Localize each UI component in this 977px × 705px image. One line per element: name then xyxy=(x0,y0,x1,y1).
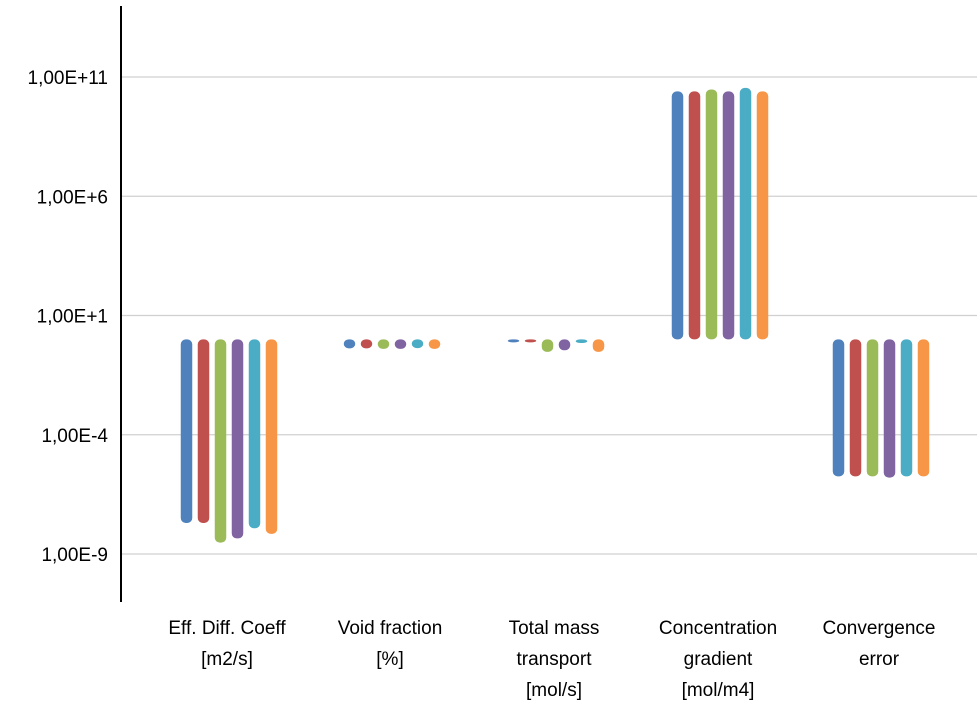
bar xyxy=(197,339,210,523)
bar xyxy=(507,339,520,343)
bar xyxy=(524,339,537,343)
y-tick-label: 1,00E+11 xyxy=(28,68,108,89)
y-tick-label: 1,00E-9 xyxy=(41,545,108,566)
x-category-label-line: [mol/m4] xyxy=(682,680,755,701)
x-category-label-line: Eff. Diff. Coeff xyxy=(168,618,286,639)
x-category-label: Concentration gradient [mol/m4] xyxy=(659,618,777,701)
x-category-label: Total mass transport [mol/s] xyxy=(509,618,600,701)
x-category-label-line: [%] xyxy=(376,649,403,670)
x-category-label-line: [m2/s] xyxy=(201,649,253,670)
bars xyxy=(180,87,930,543)
x-category-label-line: Convergence xyxy=(822,618,935,639)
bar xyxy=(265,339,278,534)
bar xyxy=(739,87,752,340)
bar xyxy=(705,89,718,340)
bar xyxy=(866,339,879,477)
bar xyxy=(428,339,441,349)
bar xyxy=(248,339,261,529)
bar xyxy=(849,339,862,477)
bar xyxy=(343,339,356,349)
bar xyxy=(575,339,588,344)
bar xyxy=(688,91,701,340)
y-tick-label: 1,00E+6 xyxy=(37,187,108,208)
x-category-label-line: Concentration xyxy=(659,618,777,639)
bar xyxy=(541,339,554,352)
x-category-label: Eff. Diff. Coeff [m2/s] xyxy=(168,618,286,670)
y-tick-label: 1,00E+1 xyxy=(37,307,108,328)
bar xyxy=(394,339,407,349)
x-category-label-line: transport xyxy=(517,649,593,670)
bar xyxy=(756,91,769,340)
x-category-label-line: [mol/s] xyxy=(526,680,582,701)
bar xyxy=(377,339,390,349)
bar xyxy=(180,339,193,523)
bar xyxy=(671,91,684,340)
x-category-label-line: error xyxy=(859,649,900,670)
bar xyxy=(832,339,845,477)
y-tick-label: 1,00E-4 xyxy=(41,426,108,447)
x-category-label-line: Void fraction xyxy=(338,618,443,639)
bar xyxy=(214,339,227,543)
x-category-label-line: gradient xyxy=(684,649,753,670)
bar xyxy=(558,339,571,351)
x-category-label: Convergence error xyxy=(822,618,935,670)
bar xyxy=(883,339,896,478)
bar xyxy=(900,339,913,477)
bar xyxy=(592,339,605,352)
bar xyxy=(411,339,424,349)
x-axis-category-labels: Eff. Diff. Coeff [m2/s] Void fraction [%] To… xyxy=(168,618,935,701)
bar xyxy=(231,339,244,539)
y-axis-tick-labels: 1,00E-9 1,00E-4 1,00E+1 1,00E+6 1,00E+11 xyxy=(28,68,109,566)
x-category-label: Void fraction [%] xyxy=(338,618,443,670)
x-category-label-line: Total mass xyxy=(509,618,600,639)
bar xyxy=(917,339,930,477)
bar xyxy=(360,339,373,349)
bar xyxy=(722,91,735,340)
